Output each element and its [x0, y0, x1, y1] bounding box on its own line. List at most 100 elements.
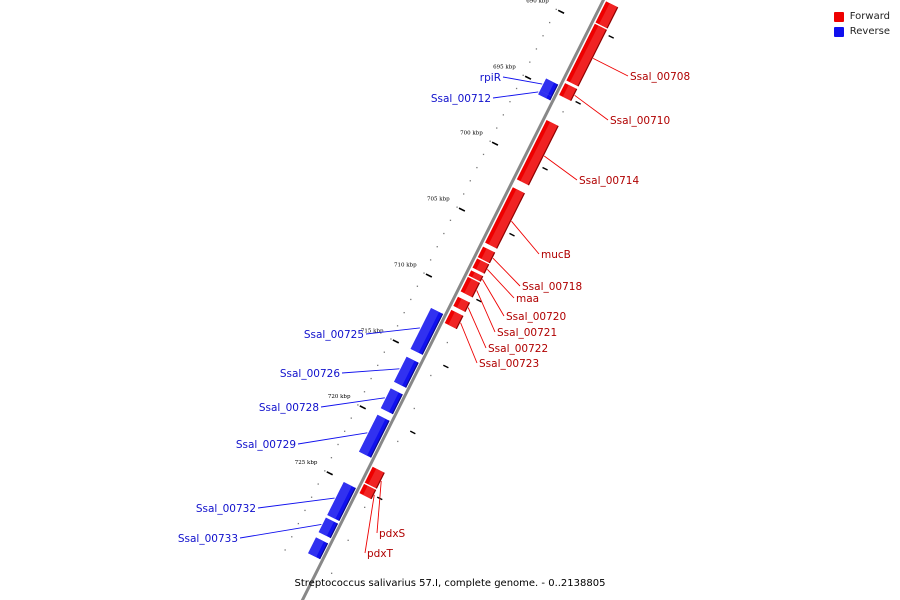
legend-forward: Forward: [833, 9, 890, 24]
gene-Ssal_00729[interactable]: [358, 414, 390, 458]
gene-pdxS[interactable]: [364, 466, 385, 489]
gene-Ssal_00734[interactable]: [308, 537, 329, 560]
tick-mark: [359, 405, 367, 410]
minor-tick-dot: [337, 443, 339, 446]
tick-mark: [491, 141, 499, 146]
tick-mark-outer: [509, 232, 515, 237]
minor-tick-dot: [377, 364, 379, 367]
gene-rpiR[interactable]: [540, 78, 559, 97]
gene-label-Ssal_00721[interactable]: Ssal_00721: [497, 327, 557, 339]
gene-label-Ssal_00714[interactable]: Ssal_00714: [579, 175, 639, 187]
minor-tick-dot: [363, 391, 366, 393]
gene-Ssal_00708[interactable]: [566, 23, 607, 87]
gene-label-pdxT[interactable]: pdxT: [367, 548, 394, 560]
gene-label-Ssal_00722[interactable]: Ssal_00722: [488, 343, 548, 355]
gene-Ssal_00732[interactable]: [327, 481, 356, 522]
minor-tick-dot: [489, 140, 491, 142]
gene-label-rpiR[interactable]: rpiR: [480, 72, 501, 84]
gene-label-Ssal_00732[interactable]: Ssal_00732: [196, 503, 256, 515]
gene-Ssal_00721[interactable]: [460, 276, 481, 298]
tick-mark-outer: [476, 298, 482, 303]
gene-label-Ssal_00723[interactable]: Ssal_00723: [479, 358, 539, 370]
gene-label-leader: [481, 279, 505, 317]
outer-tick-dot: [364, 506, 366, 509]
minor-tick-dot: [449, 219, 452, 221]
gene-label-leader: [492, 257, 521, 287]
tick-label: 715 kbp: [361, 328, 384, 334]
minor-tick-dot: [284, 549, 286, 551]
gene-label-mucB[interactable]: mucB: [541, 249, 571, 261]
gene-label-leader: [239, 523, 322, 539]
outer-tick-dot: [430, 374, 432, 377]
minor-tick-dot: [542, 35, 544, 37]
gene-label-Ssal_00718[interactable]: Ssal_00718: [522, 281, 582, 293]
minor-tick-dot: [383, 351, 385, 353]
gene-Ssal_00707[interactable]: [595, 1, 619, 29]
gene-Ssal_00723[interactable]: [444, 309, 464, 330]
gene-label-Ssal_00712[interactable]: Ssal_00712: [431, 93, 491, 105]
gene-maa[interactable]: [472, 258, 490, 274]
outer-tick-dot: [413, 407, 415, 410]
gene-Ssal_00726[interactable]: [394, 356, 419, 388]
legend-reverse-label: Reverse: [849, 26, 890, 37]
gene-Ssal_00718[interactable]: [477, 246, 496, 264]
gene-label-leader: [376, 480, 382, 534]
gene-label-Ssal_00708[interactable]: Ssal_00708: [630, 71, 690, 83]
legend-reverse: Reverse: [833, 24, 890, 39]
gene-label-leader: [320, 397, 385, 408]
gene-label-Ssal_00725[interactable]: Ssal_00725: [304, 329, 364, 341]
minor-tick-dot: [429, 259, 432, 261]
tick-mark: [557, 9, 565, 14]
gene-label-pdxS[interactable]: pdxS: [379, 528, 406, 540]
gene-label-Ssal_00729[interactable]: Ssal_00729: [236, 439, 296, 451]
gene-Ssal_00733[interactable]: [318, 517, 339, 539]
reverse-swatch: [833, 26, 844, 37]
gene-label-Ssal_00710[interactable]: Ssal_00710: [610, 115, 670, 127]
legend-forward-label: Forward: [849, 11, 890, 22]
minor-tick-dot: [317, 483, 319, 485]
tick-mark-outer: [575, 100, 581, 105]
gene-label-leader: [257, 497, 335, 509]
gene-label-Ssal_00733[interactable]: Ssal_00733: [178, 533, 238, 545]
gene-label-leader: [511, 220, 540, 255]
gene-label-Ssal_00720[interactable]: Ssal_00720: [506, 311, 566, 323]
minor-tick-dot: [522, 74, 524, 76]
gene-label-leader: [492, 91, 539, 99]
tick-mark: [524, 75, 532, 80]
tick-mark-outer: [409, 430, 416, 435]
gene-mucB[interactable]: [485, 187, 526, 249]
minor-tick-dot: [396, 325, 399, 327]
minor-tick-dot: [304, 509, 306, 512]
minor-tick-dot: [515, 87, 518, 90]
minor-tick-dot: [443, 232, 445, 235]
minor-tick-dot: [370, 377, 372, 380]
gene-Ssal_00720[interactable]: [468, 270, 484, 282]
gene-label-maa[interactable]: maa: [516, 293, 539, 305]
tick-mark: [458, 207, 466, 212]
gene-label-leader: [460, 322, 478, 364]
gene-Ssal_00722[interactable]: [453, 296, 471, 313]
minor-tick-dot: [310, 496, 313, 498]
legend: Forward Reverse: [833, 9, 890, 39]
gene-label-Ssal_00726[interactable]: Ssal_00726: [280, 368, 340, 380]
outer-tick-dot: [347, 539, 349, 541]
minor-tick-dot: [410, 298, 412, 301]
minor-tick-dot: [423, 272, 425, 274]
outer-tick-dot: [562, 111, 564, 113]
gene-label-leader: [364, 494, 375, 554]
gene-Ssal_00710[interactable]: [559, 83, 578, 102]
gene-Ssal_00728[interactable]: [380, 388, 403, 415]
minor-tick-dot: [416, 285, 419, 287]
minor-tick-dot: [390, 338, 392, 340]
tick-mark-outer: [608, 35, 615, 39]
gene-pdxT[interactable]: [359, 483, 377, 500]
gene-Ssal_00712[interactable]: [538, 90, 553, 101]
forward-swatch: [833, 11, 844, 22]
tick-mark: [425, 273, 433, 278]
minor-tick-dot: [456, 206, 458, 208]
gene-label-Ssal_00728[interactable]: Ssal_00728: [259, 402, 319, 414]
gene-Ssal_00725[interactable]: [410, 307, 444, 355]
minor-tick-dot: [344, 430, 346, 432]
gene-Ssal_00714[interactable]: [516, 120, 559, 186]
